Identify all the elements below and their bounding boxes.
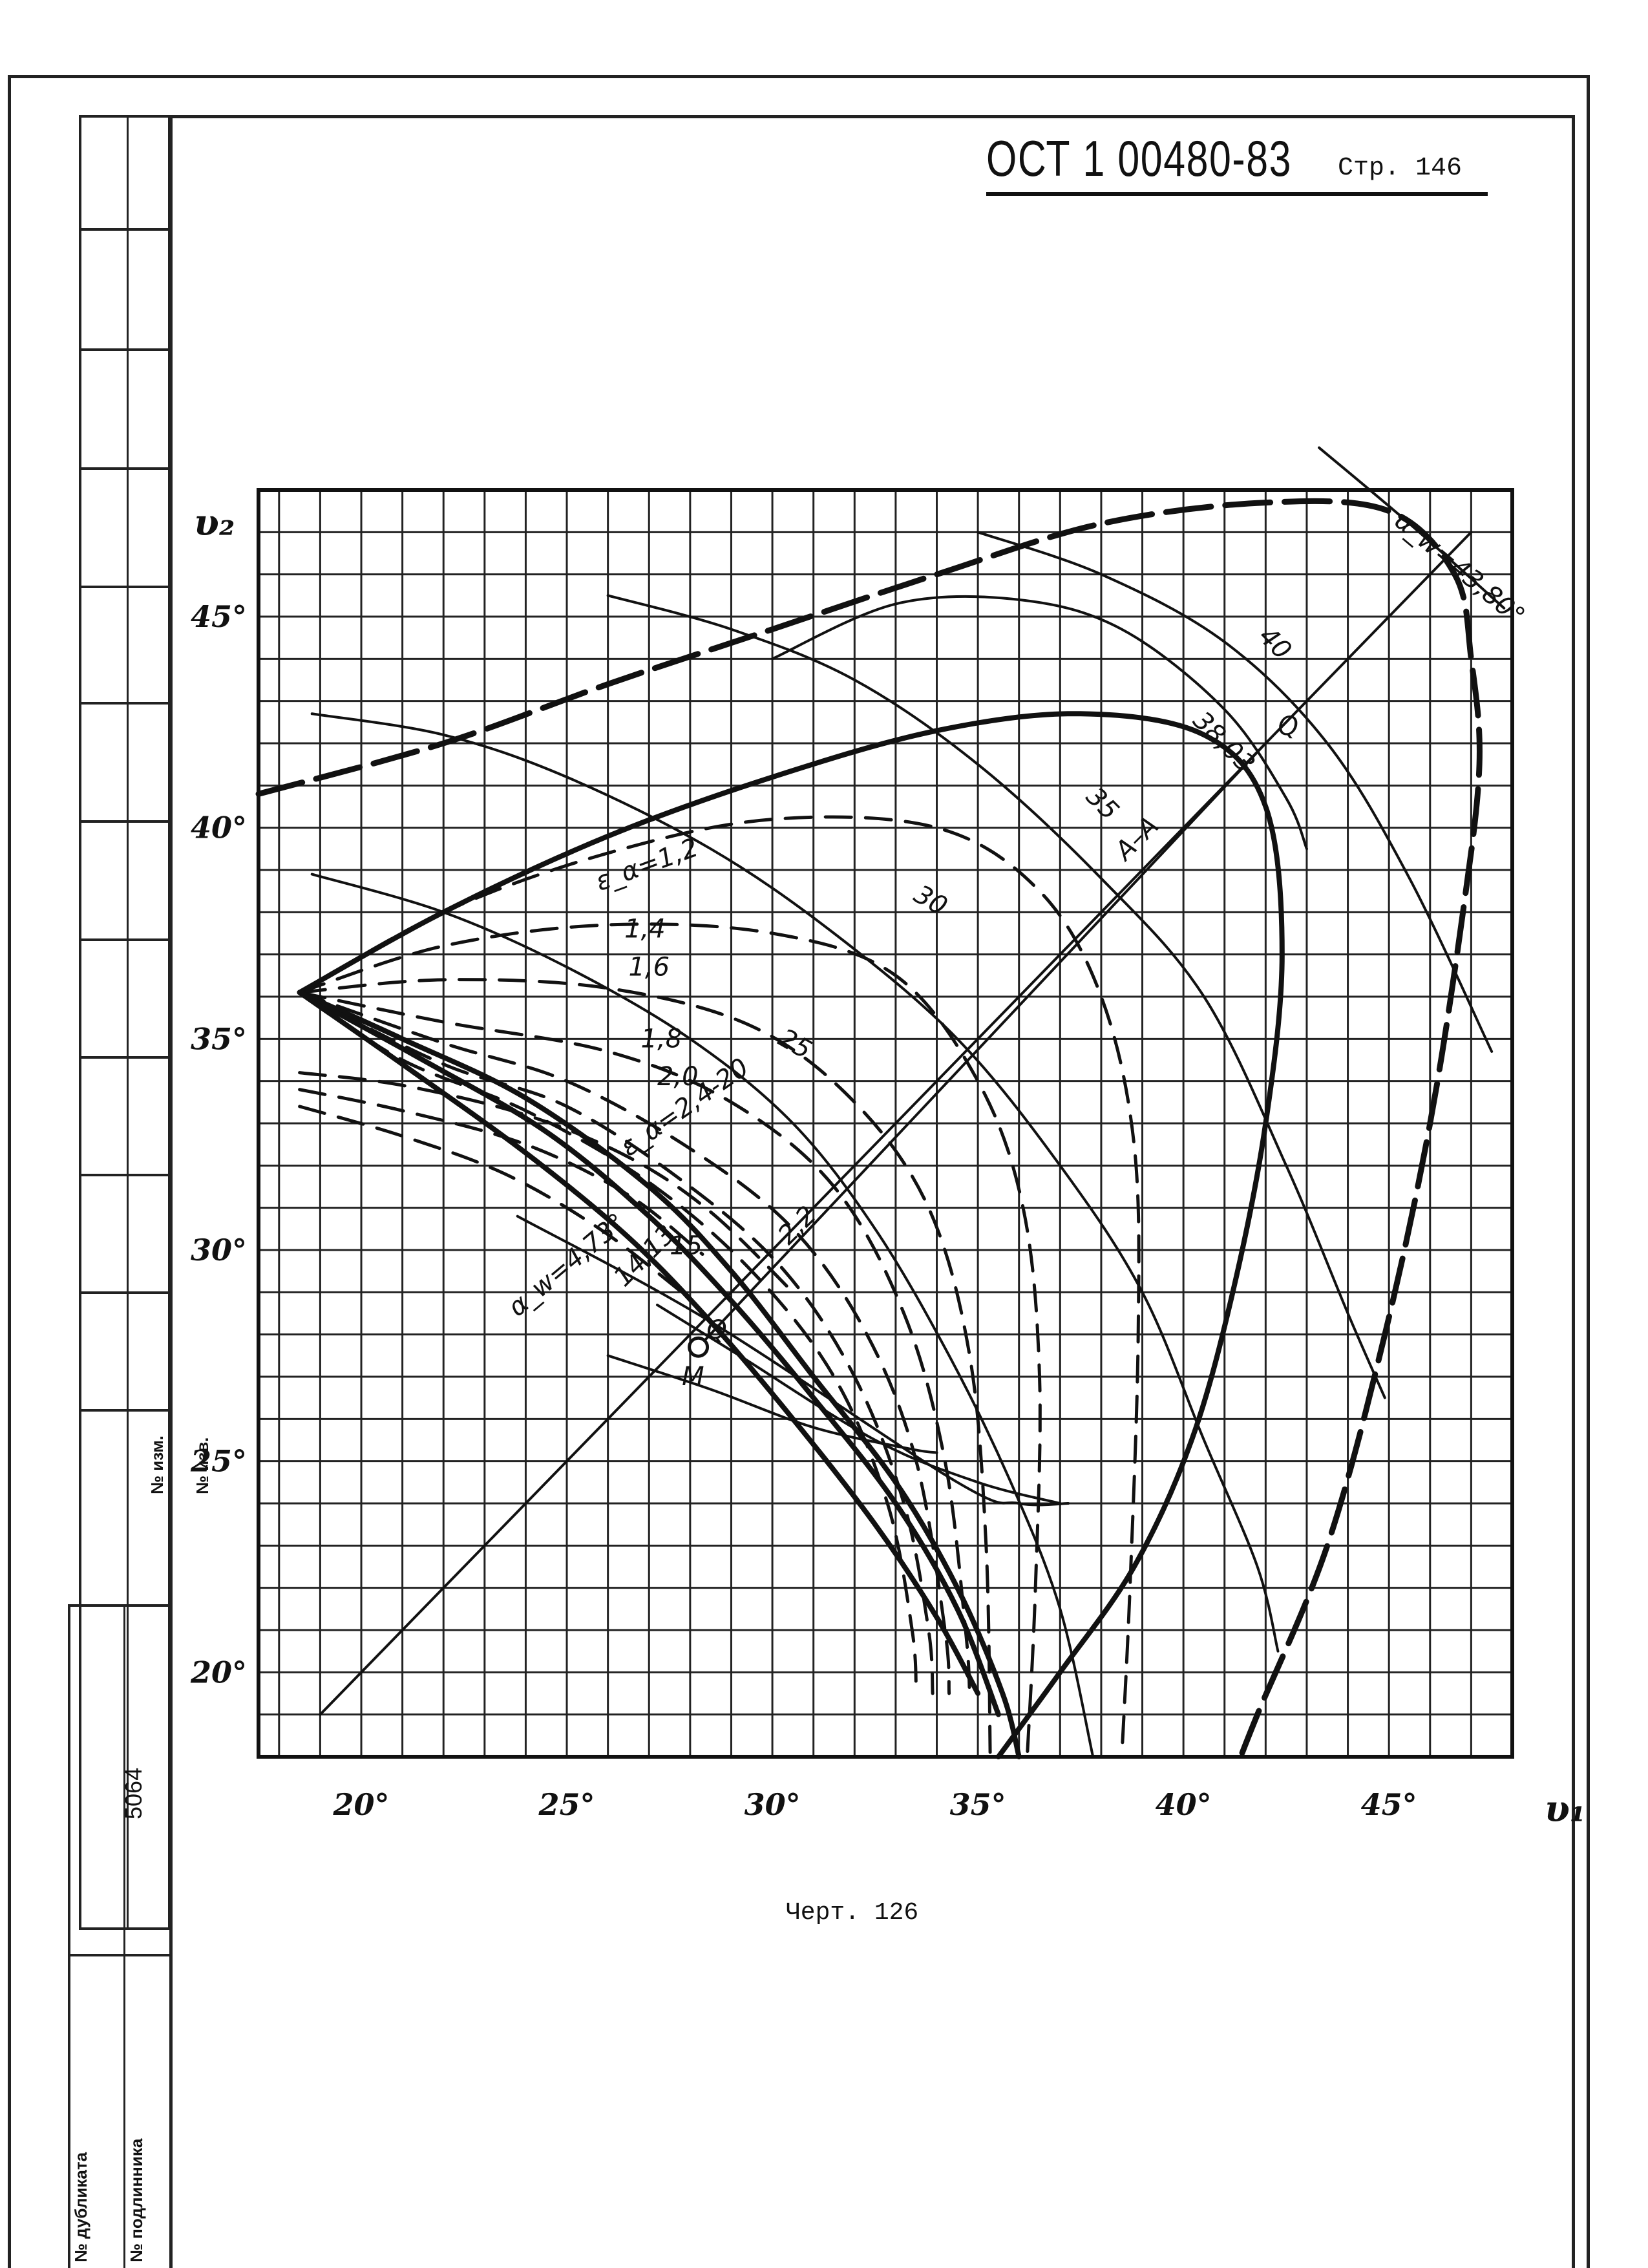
- curve-label: M: [682, 1362, 704, 1392]
- y-tick-label: 30°: [191, 1233, 247, 1267]
- curve-label: 25: [773, 1023, 816, 1065]
- curve-label: 15: [670, 1231, 703, 1261]
- series-line: [297, 990, 1001, 1717]
- series-line: [606, 1354, 938, 1454]
- y-tick-label: 20°: [190, 1655, 247, 1690]
- curve-label: 2,0: [657, 1062, 699, 1092]
- series-line: [298, 990, 971, 1695]
- page-number: Стр. 146: [1338, 154, 1463, 183]
- series-line: [298, 1088, 704, 1256]
- y-tick-label: 45°: [191, 599, 247, 634]
- page-frame-inner: [169, 115, 1575, 2268]
- y-axis-title: υ₂: [194, 502, 235, 544]
- x-tick-label: 45°: [1361, 1787, 1417, 1822]
- curve-label: 35: [1080, 781, 1125, 826]
- header-underline: [986, 192, 1488, 196]
- series-line: [255, 498, 1483, 1763]
- x-tick-label: 40°: [1156, 1787, 1212, 1822]
- curve-label: 30: [909, 880, 952, 922]
- series-line: [319, 531, 1473, 1716]
- x-tick-label: 35°: [950, 1787, 1006, 1822]
- curve-label: Q: [706, 1315, 726, 1345]
- series-line: [1318, 446, 1506, 609]
- x-tick-label: 25°: [538, 1787, 595, 1822]
- series-line: [297, 990, 1022, 1759]
- series-line: [606, 594, 1386, 1399]
- point-marker: [688, 1336, 710, 1358]
- series-line: [298, 990, 935, 1695]
- series-line: [697, 742, 1267, 1349]
- curve-label: 1,6: [628, 952, 670, 982]
- curve-label: α_w=43,80°: [1389, 506, 1530, 631]
- document-number: ОСТ 1 00480-83: [986, 130, 1293, 187]
- x-tick-label: 20°: [333, 1787, 390, 1822]
- page-frame-outer: [8, 75, 1590, 2268]
- document-header: ОСТ 1 00480-83 Стр. 146: [986, 129, 1462, 188]
- series-line: [310, 712, 1280, 1653]
- curve-label: Q: [1278, 712, 1298, 741]
- curve-label: 1,4: [624, 915, 666, 944]
- series-line: [655, 1303, 1062, 1505]
- series-line: [771, 595, 1308, 851]
- figure-caption: Черт. 126: [786, 1899, 919, 1927]
- y-tick-label: 40°: [191, 811, 247, 845]
- series-line: [298, 978, 992, 1759]
- y-tick-label: 25°: [190, 1444, 247, 1479]
- series-line: [297, 711, 1285, 1759]
- side-stamp-bottom: [68, 1604, 171, 2268]
- x-tick-label: 30°: [745, 1787, 801, 1822]
- side-stamp-table: № изм. № изв.: [79, 115, 212, 1930]
- plot-border: [257, 488, 1514, 1759]
- series-line: [298, 815, 1141, 1759]
- series-line: [298, 1071, 795, 1294]
- series-line: [977, 531, 1494, 1053]
- y-tick-label: 35°: [191, 1021, 247, 1056]
- series-line: [298, 1105, 684, 1294]
- series-line: [516, 1214, 1070, 1507]
- curve-label: 1,8: [641, 1024, 682, 1054]
- x-axis-title: υ₁: [1545, 1788, 1585, 1830]
